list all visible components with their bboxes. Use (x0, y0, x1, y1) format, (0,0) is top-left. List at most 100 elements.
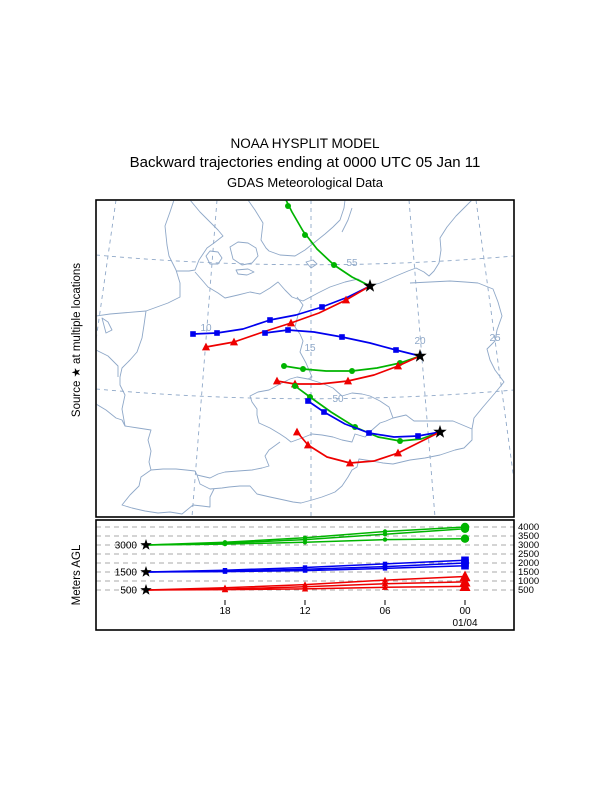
trajectory-line-green (285, 200, 371, 287)
trajectory-marker-square (319, 304, 325, 310)
trajectory-marker-triangle (381, 580, 389, 587)
trajectory-marker-triangle (303, 440, 313, 449)
trajectory-marker-circle (281, 363, 287, 369)
trajectory-marker-circle (222, 541, 228, 547)
map-frame (95, 199, 515, 518)
height-profile-frame (95, 519, 515, 631)
height-axis-tick-label: 500 (518, 585, 534, 596)
trajectory-marker-triangle (286, 318, 296, 327)
trajectory-marker-circle (285, 203, 291, 209)
coastline-or-border (229, 241, 259, 266)
start-height-label: 500 (120, 586, 137, 597)
map-geography (96, 200, 505, 515)
profile-trajectory-lines (145, 522, 471, 593)
trajectory-marker-triangle (381, 583, 389, 590)
coastline-or-border (392, 414, 473, 430)
height-axis-tick-label: 2000 (518, 558, 539, 569)
graticule-label: 25 (489, 333, 501, 344)
trajectory-marker-square (382, 566, 388, 571)
coastline-or-border (196, 441, 281, 479)
coastline-or-border (101, 317, 113, 334)
start-height-label: 3000 (115, 541, 138, 552)
trajectory-marker-triangle (459, 580, 471, 591)
longitude-gridline (96, 200, 117, 338)
trajectory-marker-square (285, 327, 291, 333)
trajectory-marker-triangle (272, 376, 282, 385)
trajectory-marker-square (339, 334, 345, 340)
map-content: 55 50 10 15 20 25 (96, 200, 514, 517)
trajectory-marker-triangle (229, 337, 239, 346)
time-tick-label: 18 (219, 606, 231, 617)
trajectory-marker-triangle (345, 458, 355, 467)
source-star (413, 349, 427, 362)
trajectory-marker-square (222, 569, 228, 574)
longitude-gridline (475, 200, 514, 478)
graticule-label: 15 (304, 343, 316, 354)
trajectory-marker-square (393, 347, 399, 353)
profile-labels: 4000350030002500200015001000500300015005… (115, 522, 539, 617)
trajectory-marker-square (302, 568, 308, 573)
coastline-or-border (96, 200, 181, 317)
trajectory-marker-square (190, 331, 196, 337)
coastline-or-border (96, 403, 126, 427)
map-source-stars (363, 279, 447, 438)
coastline-or-border (205, 250, 223, 265)
trajectory-marker-square (267, 317, 273, 323)
trajectory-marker-square (321, 409, 327, 415)
coastline-or-border (248, 200, 346, 257)
coastline-or-border (119, 310, 152, 471)
date-label: 01/04 (452, 618, 477, 629)
trajectory-marker-circle (460, 534, 470, 543)
latitude-gridline (96, 388, 514, 400)
source-star (363, 279, 377, 292)
trajectory-marker-triangle (343, 376, 353, 385)
height-axis-tick-label: 1000 (518, 576, 539, 587)
trajectory-line-blue (192, 285, 371, 335)
height-axis-tick-label: 4000 (518, 522, 539, 533)
plot-title: Backward trajectories ending at 0000 UTC… (130, 154, 481, 171)
graticule-label: 10 (200, 323, 212, 334)
trajectory-marker-triangle (221, 586, 229, 593)
source-star (140, 584, 152, 595)
trajectory-marker-circle (302, 232, 308, 238)
graticule-label: 55 (346, 258, 358, 269)
coastline-or-border (150, 468, 198, 476)
trajectory-marker-square (366, 430, 372, 436)
trajectory-marker-circle (292, 383, 298, 389)
source-star (433, 425, 447, 438)
trajectory-marker-square (382, 561, 388, 567)
coastline-or-border (471, 282, 505, 430)
trajectory-marker-circle (382, 532, 388, 537)
trajectory-marker-square (461, 561, 469, 570)
trajectory-marker-circle (300, 366, 306, 372)
source-star (140, 539, 152, 550)
coastline-or-border (409, 280, 479, 284)
coastline-or-border (235, 268, 255, 276)
coastline-or-border (249, 376, 394, 443)
coastline-or-border (341, 207, 353, 233)
trajectory-marker-triangle (393, 448, 403, 457)
longitude-gridline (408, 200, 436, 517)
coastline-or-border (196, 429, 473, 504)
height-axis-tick-label: 1500 (518, 567, 539, 578)
source-star (140, 566, 152, 577)
trajectory-marker-square (415, 433, 421, 439)
trajectory-marker-triangle (292, 427, 302, 436)
trajectory-marker-circle (302, 540, 308, 545)
map-graticule: 55 50 10 15 20 25 (96, 200, 514, 517)
trajectory-marker-circle (460, 524, 470, 533)
trajectory-line-blue (307, 400, 441, 438)
trajectory-marker-circle (349, 368, 355, 374)
graticule-label: 50 (332, 394, 344, 405)
trajectory-marker-triangle (301, 585, 309, 592)
trajectory-marker-square (214, 330, 220, 336)
trajectory-marker-triangle (381, 576, 389, 583)
trajectory-marker-triangle (459, 570, 471, 582)
height-axis-label: Meters AGL (71, 544, 83, 605)
coastline-or-border (121, 469, 215, 515)
time-tick-label: 12 (299, 606, 311, 617)
model-title: NOAA HYSPLIT MODEL (230, 136, 380, 151)
coastline-or-border (305, 259, 318, 269)
